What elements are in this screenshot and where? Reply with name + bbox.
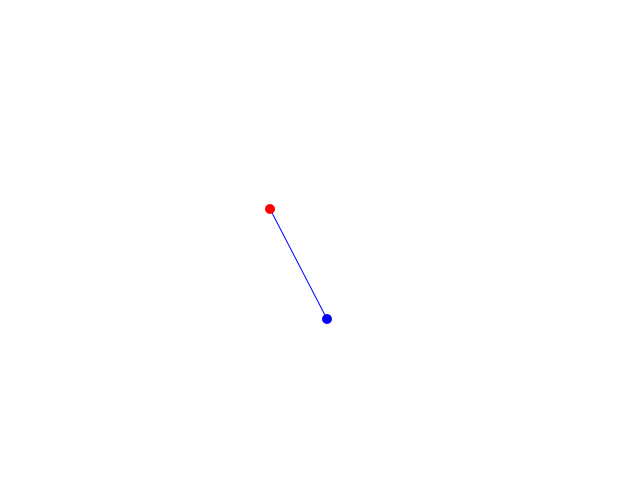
blue-point[interactable] xyxy=(322,314,332,324)
connector-line xyxy=(269,208,328,320)
red-point[interactable] xyxy=(265,204,275,214)
